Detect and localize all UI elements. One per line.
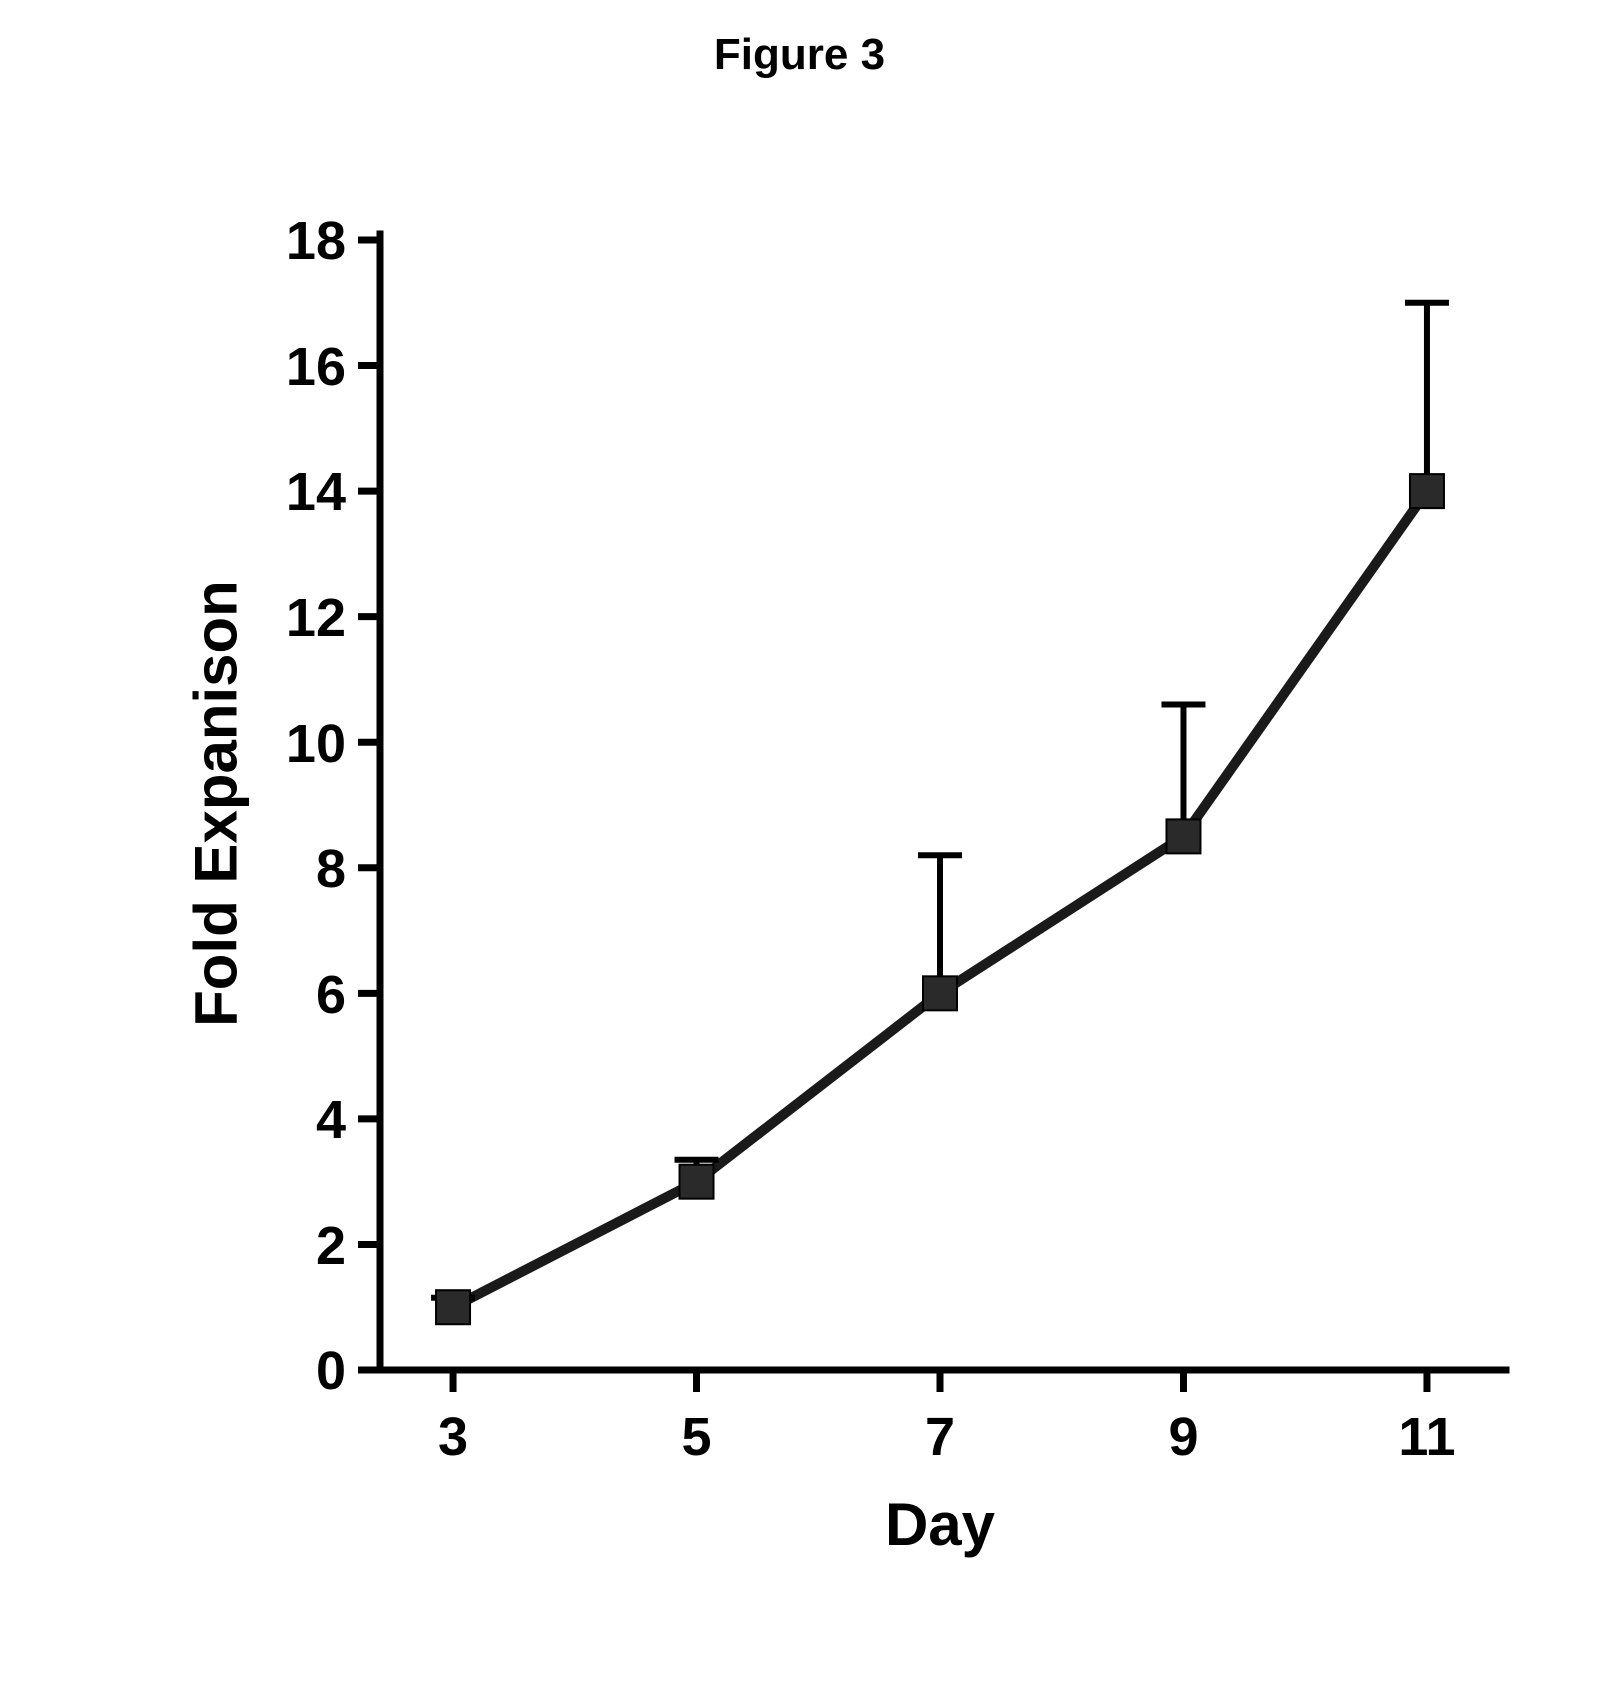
y-tick-label: 0	[316, 1340, 346, 1402]
x-tick-label: 9	[1133, 1406, 1233, 1468]
y-axis-label: Fold Expanison	[182, 504, 251, 1104]
y-tick-label: 6	[316, 964, 346, 1026]
y-tick-label: 10	[286, 713, 346, 775]
y-tick-label: 14	[286, 461, 346, 523]
x-axis-label: Day	[740, 1490, 1140, 1559]
y-tick-label: 18	[286, 210, 346, 272]
y-tick-label: 4	[316, 1089, 346, 1151]
y-tick-label: 16	[286, 336, 346, 398]
y-tick-label: 12	[286, 587, 346, 649]
page: Figure 3 Fold Expanison Day 024681012141…	[0, 0, 1599, 1681]
x-tick-label: 3	[403, 1406, 503, 1468]
y-tick-label: 2	[316, 1215, 346, 1277]
y-tick-label: 8	[316, 838, 346, 900]
x-tick-label: 5	[647, 1406, 747, 1468]
x-tick-label: 7	[890, 1406, 990, 1468]
x-tick-label: 11	[1377, 1406, 1477, 1468]
